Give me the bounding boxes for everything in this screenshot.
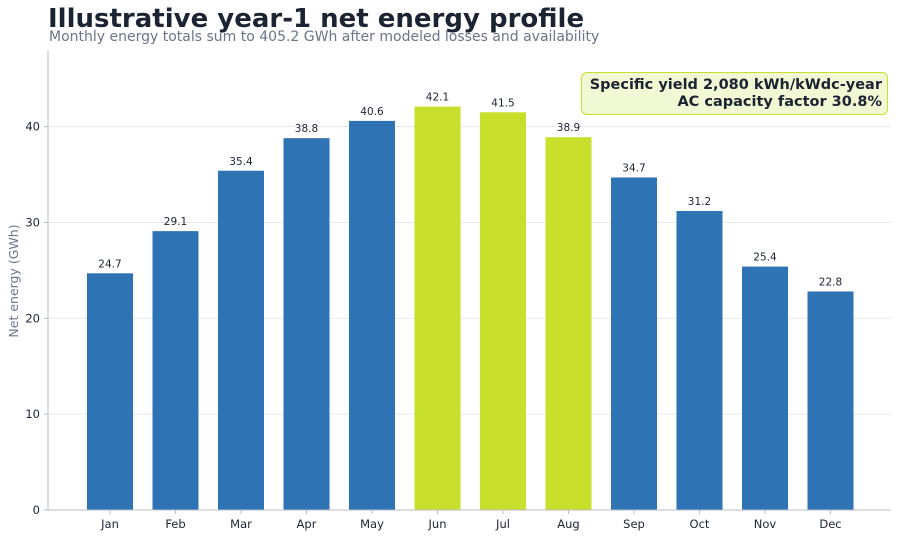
specific-yield-text: Specific yield 2,080 kWh/kWdc-year (589, 77, 882, 93)
data-label-jun: 42.1 (426, 92, 449, 104)
axes: 0 10 20 30 40 Jan Feb Mar Apr May Jun Jul Aug Sep Oct N… (25, 50, 891, 531)
data-label-apr: 38.8 (295, 123, 318, 135)
x-tick-label-sep: Sep (623, 517, 645, 531)
x-tick-label-nov: Nov (754, 517, 777, 531)
y-axis-title: Net energy (GWh) (6, 224, 21, 337)
chart-title: Illustrative year-1 net energy profile (48, 4, 585, 34)
x-tick-label-dec: Dec (819, 517, 841, 531)
bar-feb (152, 231, 199, 510)
x-tick-label-jul: Jul (495, 517, 510, 531)
data-label-oct: 31.2 (688, 196, 711, 208)
data-label-jul: 41.5 (491, 97, 514, 109)
bar-nov (742, 266, 788, 510)
bar-sep (611, 177, 657, 511)
data-label-dec: 22.8 (819, 277, 842, 289)
y-tick-label: 10 (25, 407, 40, 421)
x-tick-label-oct: Oct (690, 517, 710, 531)
chart-subtitle: Monthly energy totals sum to 405.2 GWh a… (49, 29, 600, 45)
x-tick-label-feb: Feb (165, 517, 185, 531)
bar-dec (807, 291, 854, 510)
bar-jan (87, 273, 133, 510)
x-tick-label-aug: Aug (557, 517, 579, 531)
data-label-mar: 35.4 (229, 156, 253, 168)
data-label-feb: 29.1 (164, 216, 187, 228)
data-label-jan: 24.7 (98, 258, 121, 270)
y-tick-label: 40 (25, 120, 40, 134)
yield-annotation-box: Specific yield 2,080 kWh/kWdc-year AC ca… (580, 72, 888, 115)
y-tick-label: 30 (25, 216, 40, 230)
x-tick-label-mar: Mar (230, 517, 252, 531)
data-label-nov: 25.4 (753, 252, 777, 264)
data-labels: 24.7 29.1 35.4 38.8 40.6 42.1 41.5 38.9 34.7 31.2… (98, 92, 842, 289)
x-tick-label-apr: Apr (297, 517, 317, 531)
data-label-aug: 38.9 (557, 122, 580, 134)
y-tick-label: 0 (33, 503, 40, 517)
bar-aug (545, 137, 592, 511)
data-label-may: 40.6 (360, 106, 384, 118)
capacity-factor-text: AC capacity factor 30.8% (677, 94, 882, 110)
x-tick-label-jun: Jun (428, 517, 447, 531)
bar-may (349, 120, 395, 511)
bar-jun (414, 106, 461, 511)
y-tick-label: 20 (25, 311, 40, 325)
bar-jul (480, 112, 526, 511)
bar-apr (283, 138, 330, 510)
x-tick-label-may: May (360, 517, 384, 531)
bar-mar (218, 170, 264, 510)
data-label-sep: 34.7 (622, 162, 645, 174)
bars (87, 106, 854, 511)
x-tick-label-jan: Jan (100, 517, 119, 531)
bar-oct (676, 211, 723, 510)
